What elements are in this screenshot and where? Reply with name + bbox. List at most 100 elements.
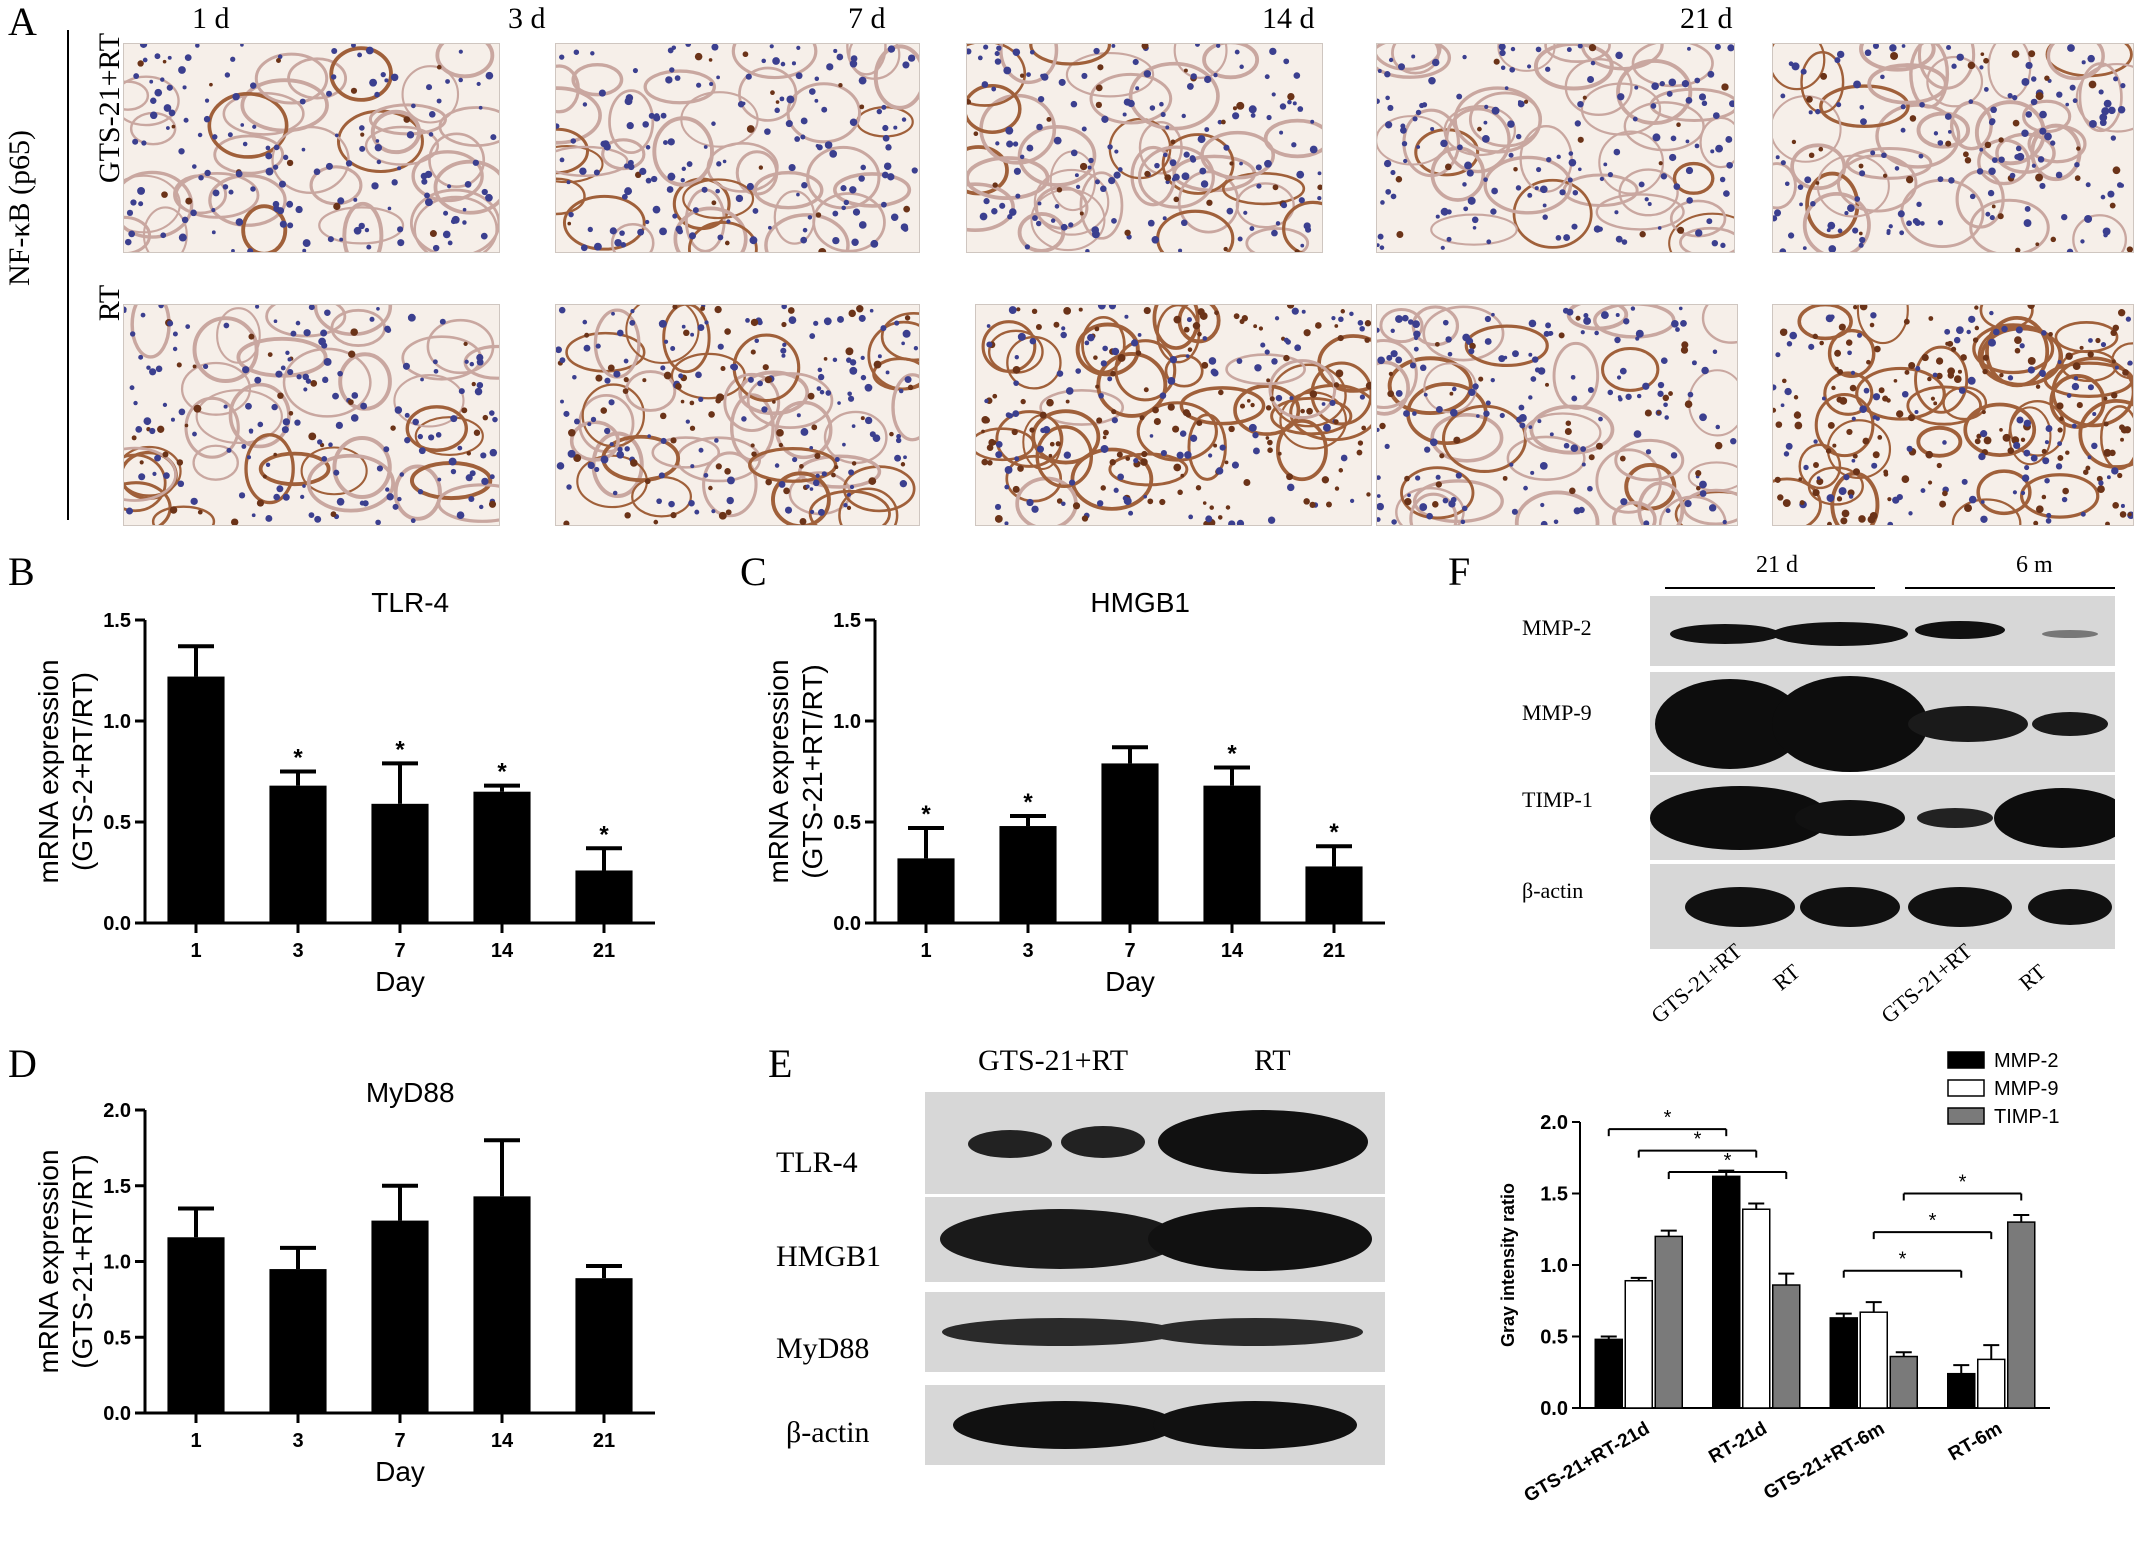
blot-f-strip-mmp9 [1650, 672, 2115, 772]
chart-f-xtick-label: GTS-21+RT-21d [1521, 1418, 1654, 1507]
chart-c-ytick-label: 0.0 [833, 913, 861, 935]
chart-f-bracket-star: * [1929, 1210, 1937, 1232]
chart-f-ytick-label: 1.0 [1540, 1255, 1568, 1277]
chart-c-xtick-label: 3 [1022, 940, 1033, 962]
chart-c-bar [1203, 785, 1261, 923]
chart-d-xtick-label: 7 [394, 1430, 405, 1452]
chart-c-bar [1101, 763, 1159, 923]
chart-c-ytick-label: 1.0 [833, 711, 861, 733]
micrograph-gts-3d [555, 43, 920, 253]
chart-f-legend-label: MMP-9 [1994, 1078, 2058, 1100]
chart-d-title: MyD88 [366, 1077, 455, 1108]
chart-b-sig-mark: * [293, 745, 303, 772]
chart-c-sig-mark: * [921, 801, 931, 828]
chart-b-ytick-label: 0.0 [103, 913, 131, 935]
chart-c-sig-mark: * [1023, 789, 1033, 816]
blot-f-group-6m: 6 m [2016, 552, 2053, 578]
blot-e-label-actin: β-actin [786, 1416, 870, 1449]
chart-f-legend-label: TIMP-1 [1994, 1106, 2060, 1128]
chart-c-bar [1305, 866, 1363, 923]
blot-e-strip-tlr4 [925, 1092, 1385, 1194]
panel-b-letter: B [8, 549, 35, 594]
day-label-3d: 3 d [508, 2, 546, 35]
chart-d-bar [371, 1220, 429, 1413]
blot-f-strip-actin [1650, 864, 2115, 949]
chart-b-sig-mark: * [599, 821, 609, 848]
day-label-14d: 14 d [1262, 2, 1315, 35]
chart-f-bar [1654, 1235, 1683, 1409]
chart-f-bar [1829, 1317, 1858, 1409]
chart-f-bar [1859, 1311, 1888, 1409]
blot-e-label-myd88: MyD88 [776, 1332, 870, 1365]
chart-d: 0.0 0.5 1.0 1.5 2.0 MyD88 mRNA expression (GTS-… [33, 1077, 655, 1487]
chart-f-legend-label: MMP-2 [1994, 1050, 2058, 1072]
chart-f-bracket-star: * [1664, 1107, 1672, 1129]
chart-f-bar [1772, 1284, 1801, 1409]
chart-b-xlabel: Day [375, 966, 425, 997]
chart-d-xtick-label: 3 [292, 1430, 303, 1452]
blot-e-label-tlr4: TLR-4 [776, 1146, 858, 1179]
chart-b-ytick-label: 1.5 [103, 610, 131, 632]
blot-f-strip-mmp2 [1650, 596, 2115, 666]
chart-f-bar [1977, 1358, 2006, 1409]
blot-f-line-21d [1665, 587, 1875, 589]
blot-f-lane-4: RT [2014, 958, 2051, 996]
chart-c-sig-mark: * [1329, 819, 1339, 846]
chart-b: 0.0 0.5 1.0 1.5 TLR-4 mRNA expression (GTS-2+R… [33, 587, 655, 997]
chart-d-xtick-label: 1 [190, 1430, 201, 1452]
chart-f-bracket-star: * [1694, 1129, 1702, 1151]
blot-e-col-rt: RT [1254, 1044, 1291, 1077]
chart-c-bar [999, 826, 1057, 923]
day-label-1d: 1 d [192, 2, 230, 35]
chart-d-bar [167, 1237, 225, 1413]
micrograph-rt-3d [555, 304, 920, 526]
chart-b-bar [575, 870, 633, 923]
panel-d-letter: D [8, 1041, 37, 1086]
panel-c-letter: C [740, 549, 767, 594]
chart-f-bar [1889, 1355, 1918, 1409]
chart-f: 0.0 0.5 1.0 1.5 2.0 Gray intensity ratio GTS-2… [1498, 1050, 2060, 1507]
blot-f-label-mmp2: MMP-2 [1522, 615, 1592, 640]
blot-f-label-timp1: TIMP-1 [1522, 787, 1593, 812]
chart-b-title: TLR-4 [371, 587, 449, 618]
chart-b-bar [269, 785, 327, 923]
chart-c-ytick-label: 0.5 [833, 812, 861, 834]
chart-c-xtick-label: 14 [1221, 940, 1244, 962]
chart-b-ylabel-line: (GTS-2+RT/RT) [67, 672, 98, 871]
chart-b-sig-mark: * [497, 759, 507, 786]
chart-c: 0.0 0.5 1.0 1.5 HMGB1 mRNA expression (GTS-21+… [763, 587, 1385, 997]
micrograph-rt-1d [123, 304, 500, 526]
chart-c-ytick-label: 1.5 [833, 610, 861, 632]
chart-d-ylabel-line: mRNA expression [33, 1149, 64, 1373]
micrograph-gts-14d [1376, 43, 1735, 253]
chart-f-ytick-label: 0.0 [1540, 1398, 1568, 1420]
chart-f-bar [1742, 1208, 1771, 1409]
day-label-21d: 21 d [1680, 2, 1733, 35]
chart-f-xtick-label: RT-6m [1945, 1418, 2006, 1465]
chart-b-ylabel: mRNA expression (GTS-2+RT/RT) [33, 659, 98, 883]
chart-f-bracket-star: * [1959, 1172, 1967, 1194]
row-divider-line [67, 30, 69, 520]
panel-e-letter: E [768, 1041, 793, 1086]
chart-d-xtick-label: 14 [491, 1430, 514, 1452]
chart-f-ytick-label: 2.0 [1540, 1112, 1568, 1134]
blot-f-group-21d: 21 d [1756, 552, 1798, 578]
chart-b-bar [167, 676, 225, 923]
chart-c-xlabel: Day [1105, 966, 1155, 997]
chart-d-bar [575, 1278, 633, 1413]
chart-d-bar [269, 1269, 327, 1413]
chart-b-xtick-label: 3 [292, 940, 303, 962]
chart-f-legend-swatch [1947, 1051, 1985, 1069]
chart-c-bar [897, 858, 955, 923]
chart-d-ytick-label: 0.5 [103, 1327, 131, 1349]
chart-b-bar [473, 791, 531, 923]
blot-e-strip-myd88 [925, 1292, 1385, 1372]
chart-f-legend-swatch [1947, 1107, 1985, 1125]
chart-c-xtick-label: 1 [920, 940, 931, 962]
chart-f-legend-swatch [1947, 1079, 1985, 1097]
chart-f-ylabel-text: Gray intensity ratio [1498, 1183, 1518, 1347]
chart-d-ytick-label: 0.0 [103, 1403, 131, 1425]
chart-c-ylabel-line: (GTS-21+RT/RT) [797, 664, 828, 878]
chart-f-ytick-label: 0.5 [1540, 1327, 1568, 1349]
chart-c-xtick-label: 7 [1124, 940, 1135, 962]
